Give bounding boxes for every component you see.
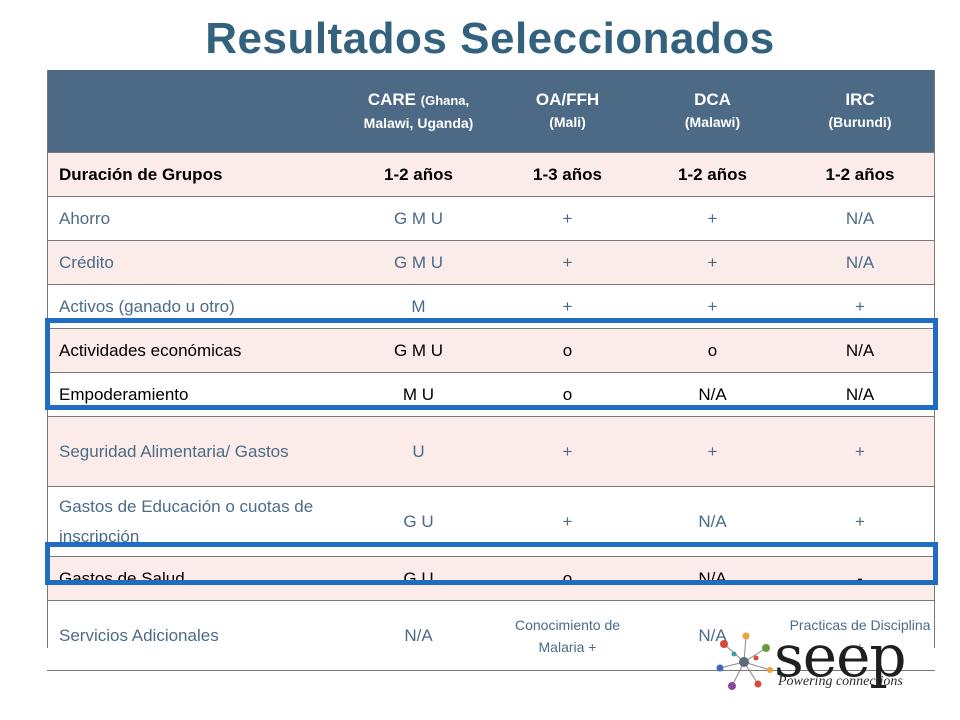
cell-irc: N/A bbox=[785, 372, 935, 417]
seep-logo: seep Powering connections bbox=[712, 622, 912, 690]
header-dca-name: DCA bbox=[694, 90, 731, 109]
header-oa-name: OA/FFH bbox=[535, 90, 600, 109]
network-dots-icon bbox=[716, 632, 773, 690]
header-blank bbox=[47, 70, 342, 153]
cell-care: 1-2 años bbox=[342, 152, 495, 197]
header-care: CARE (Ghana, Malawi, Uganda) bbox=[342, 70, 495, 153]
header-oa-sub: (Mali) bbox=[549, 114, 586, 130]
cell-care: G U bbox=[342, 556, 495, 601]
cell-irc: N/A bbox=[785, 240, 935, 285]
cell-dca: 1-2 años bbox=[640, 152, 785, 197]
header-care-name: CARE bbox=[367, 89, 417, 109]
cell-care: M U bbox=[342, 372, 495, 417]
header-care-sub: Malawi, Uganda) bbox=[363, 114, 474, 131]
table-row: Duración de Grupos 1-2 años 1-3 años 1-2… bbox=[47, 152, 935, 197]
table-row: Crédito G M U + + N/A bbox=[47, 240, 935, 285]
table-left-border bbox=[47, 70, 48, 648]
cell-irc: + bbox=[785, 284, 935, 329]
cell-irc: N/A bbox=[785, 196, 935, 241]
header-irc: IRC (Burundi) bbox=[785, 70, 935, 153]
cell-dca: + bbox=[640, 196, 785, 241]
row-label: Ahorro bbox=[47, 196, 342, 241]
header-dca-sub: (Malawi) bbox=[684, 114, 741, 130]
cell-dca: N/A bbox=[640, 486, 785, 557]
cell-dca: + bbox=[640, 416, 785, 487]
table-row: Activos (ganado u otro) M + + + bbox=[47, 284, 935, 329]
cell-care: N/A bbox=[342, 600, 495, 671]
row-label: Activos (ganado u otro) bbox=[47, 284, 342, 329]
cell-care: G M U bbox=[342, 328, 495, 373]
cell-oa: + bbox=[495, 486, 640, 557]
cell-irc: Practicas de Disciplina + bbox=[785, 600, 935, 671]
row-label: Servicios Adicionales bbox=[47, 600, 342, 671]
row-label: Gastos de Educación o cuotas de inscripc… bbox=[47, 486, 342, 557]
logo-wordmark: seep bbox=[774, 622, 907, 690]
table-row: Seguridad Alimentaria/ Gastos U + + + bbox=[47, 416, 935, 487]
cell-dca: N/A bbox=[640, 556, 785, 601]
cell-dca: + bbox=[640, 240, 785, 285]
row-label: Seguridad Alimentaria/ Gastos bbox=[47, 416, 342, 487]
cell-care: G M U bbox=[342, 240, 495, 285]
table-row: Servicios Adicionales N/A Conocimiento d… bbox=[47, 600, 935, 671]
cell-oa: o bbox=[495, 328, 640, 373]
cell-oa: + bbox=[495, 240, 640, 285]
cell-irc: + bbox=[785, 416, 935, 487]
cell-irc: 1-2 años bbox=[785, 152, 935, 197]
cell-dca: o bbox=[640, 328, 785, 373]
table-row: Gastos de Educación o cuotas de inscripc… bbox=[47, 486, 935, 557]
cell-care: U bbox=[342, 416, 495, 487]
cell-irc: N/A bbox=[785, 328, 935, 373]
cell-care: M bbox=[342, 284, 495, 329]
cell-oa: o bbox=[495, 556, 640, 601]
table-row: Gastos de Salud G U o N/A - bbox=[47, 556, 935, 601]
header-irc-sub: (Burundi) bbox=[828, 114, 892, 130]
cell-oa: + bbox=[495, 196, 640, 241]
results-table: CARE (Ghana, Malawi, Uganda) OA/FFH (Mal… bbox=[47, 70, 935, 671]
row-label: Actividades económicas bbox=[47, 328, 342, 373]
cell-dca: N/A bbox=[640, 600, 785, 671]
cell-oa: + bbox=[495, 284, 640, 329]
header-care-region: (Ghana, bbox=[420, 92, 470, 108]
cell-oa: o bbox=[495, 372, 640, 417]
row-label: Crédito bbox=[47, 240, 342, 285]
header-dca: DCA (Malawi) bbox=[640, 70, 785, 153]
table-row: Ahorro G M U + + N/A bbox=[47, 196, 935, 241]
table-row: Empoderamiento M U o N/A N/A bbox=[47, 372, 935, 417]
cell-dca: + bbox=[640, 284, 785, 329]
page-title: Resultados Seleccionados bbox=[205, 14, 775, 63]
row-label: Duración de Grupos bbox=[47, 152, 342, 197]
cell-irc: + bbox=[785, 486, 935, 557]
table-row: Actividades económicas G M U o o N/A bbox=[47, 328, 935, 373]
cell-oa: 1-3 años bbox=[495, 152, 640, 197]
cell-care: G U bbox=[342, 486, 495, 557]
header-oa: OA/FFH (Mali) bbox=[495, 70, 640, 153]
cell-care: G M U bbox=[342, 196, 495, 241]
cell-oa: + bbox=[495, 416, 640, 487]
table-right-border bbox=[934, 70, 935, 648]
row-label: Empoderamiento bbox=[47, 372, 342, 417]
table-header-row: CARE (Ghana, Malawi, Uganda) OA/FFH (Mal… bbox=[47, 70, 935, 153]
cell-dca: N/A bbox=[640, 372, 785, 417]
row-label: Gastos de Salud bbox=[47, 556, 342, 601]
logo-tagline: Powering connections bbox=[778, 674, 903, 689]
cell-oa: Conocimiento de Malaria + bbox=[495, 600, 640, 671]
header-irc-name: IRC bbox=[845, 90, 875, 109]
cell-irc: - bbox=[785, 556, 935, 601]
